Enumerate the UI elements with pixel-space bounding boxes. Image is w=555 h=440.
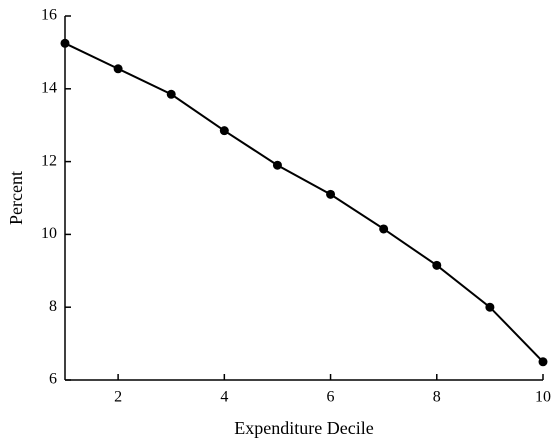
y-tick-label: 14 [41,79,57,96]
point [326,189,336,199]
point [379,224,389,234]
y-tick-label: 6 [49,371,57,388]
point [272,160,282,170]
point [432,260,442,270]
y-tick-label: 8 [49,298,57,315]
x-tick-label: 6 [327,389,335,406]
y-tick-label: 12 [41,152,57,169]
line [64,42,544,363]
point [538,357,548,367]
x-tick-label: 2 [114,389,122,406]
y-tick-label: 10 [41,225,57,242]
x-tick-label: 8 [433,389,441,406]
point [60,38,70,48]
y-tick-label: 16 [41,7,57,24]
y-axis-label: Percent [6,171,26,225]
point [219,126,229,136]
point [485,302,495,312]
point [113,64,123,74]
point [166,89,176,99]
x-tick-label: 10 [535,389,551,406]
x-axis-label: Expenditure Decile [234,418,373,438]
x-tick-label: 4 [220,389,228,406]
